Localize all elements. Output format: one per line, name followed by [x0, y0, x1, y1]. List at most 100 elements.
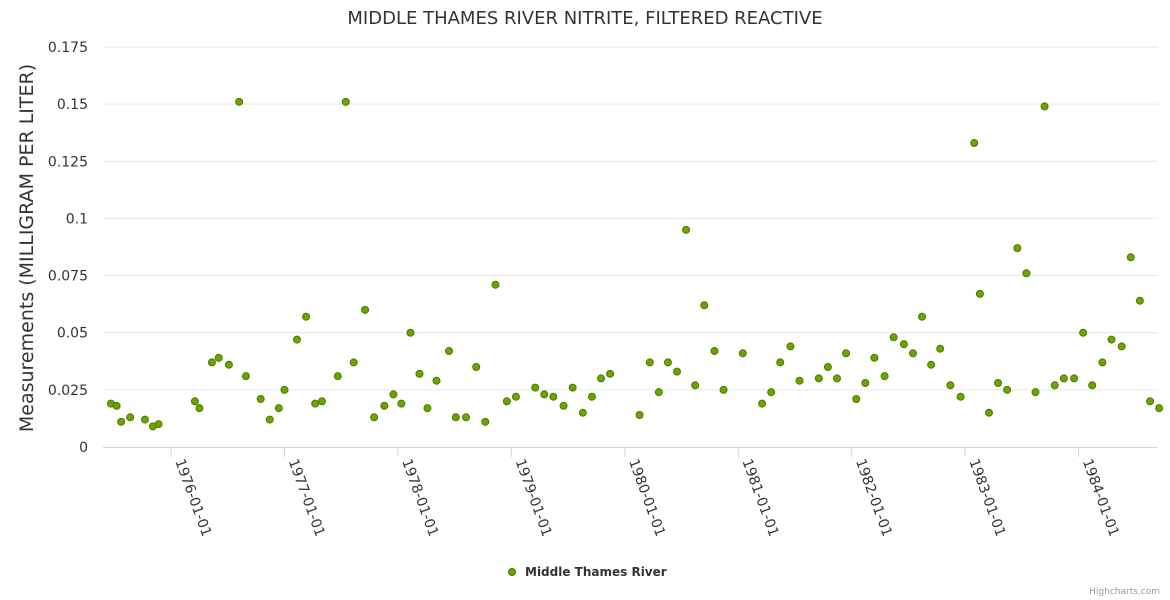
- data-point[interactable]: [814, 374, 823, 383]
- credits-link[interactable]: Highcharts.com: [1089, 587, 1160, 597]
- data-point[interactable]: [341, 97, 350, 106]
- data-point[interactable]: [214, 353, 223, 362]
- data-point[interactable]: [462, 413, 471, 422]
- data-point[interactable]: [1022, 269, 1031, 278]
- data-point[interactable]: [908, 349, 917, 358]
- data-point[interactable]: [444, 347, 453, 355]
- data-point[interactable]: [256, 395, 265, 403]
- legend[interactable]: Middle Thames River: [508, 565, 667, 579]
- data-point[interactable]: [918, 312, 927, 321]
- data-point[interactable]: [451, 413, 460, 422]
- data-point[interactable]: [861, 379, 870, 387]
- data-point[interactable]: [292, 335, 301, 344]
- data-point[interactable]: [889, 333, 898, 342]
- data-point[interactable]: [597, 374, 606, 383]
- data-point[interactable]: [274, 404, 283, 413]
- data-point[interactable]: [265, 415, 274, 424]
- data-point[interactable]: [691, 381, 700, 390]
- data-point[interactable]: [370, 413, 379, 422]
- data-point[interactable]: [241, 372, 250, 381]
- data-point[interactable]: [587, 392, 596, 401]
- data-point[interactable]: [767, 388, 776, 397]
- data-point[interactable]: [719, 385, 728, 394]
- data-point[interactable]: [832, 374, 841, 383]
- data-point[interactable]: [317, 397, 326, 406]
- data-point[interactable]: [654, 388, 663, 397]
- data-point[interactable]: [1155, 404, 1164, 413]
- data-point[interactable]: [549, 392, 558, 401]
- data-point[interactable]: [154, 420, 163, 429]
- data-point[interactable]: [1031, 388, 1040, 397]
- data-point[interactable]: [1117, 342, 1126, 351]
- data-point[interactable]: [140, 415, 149, 424]
- data-point[interactable]: [540, 390, 549, 399]
- data-point[interactable]: [559, 401, 568, 410]
- data-point[interactable]: [606, 369, 615, 378]
- data-point[interactable]: [568, 383, 577, 392]
- data-point[interactable]: [1013, 244, 1022, 253]
- data-point[interactable]: [195, 404, 204, 413]
- data-point[interactable]: [311, 399, 320, 408]
- data-point[interactable]: [1079, 328, 1088, 337]
- data-point[interactable]: [333, 372, 342, 381]
- data-point[interactable]: [415, 369, 424, 378]
- data-point[interactable]: [1070, 374, 1079, 383]
- data-point[interactable]: [406, 328, 415, 337]
- data-point[interactable]: [235, 97, 244, 106]
- data-point[interactable]: [776, 358, 785, 367]
- data-point[interactable]: [936, 344, 945, 353]
- data-point[interactable]: [1098, 358, 1107, 367]
- data-point[interactable]: [1050, 381, 1059, 390]
- data-point[interactable]: [1088, 381, 1097, 390]
- data-point[interactable]: [280, 385, 289, 394]
- data-point[interactable]: [1126, 253, 1135, 262]
- data-point[interactable]: [970, 139, 979, 147]
- data-point[interactable]: [786, 342, 795, 351]
- data-point[interactable]: [984, 408, 993, 417]
- data-point[interactable]: [423, 404, 432, 413]
- data-point[interactable]: [397, 399, 406, 408]
- legend-label[interactable]: Middle Thames River: [525, 565, 667, 579]
- data-point[interactable]: [361, 305, 370, 314]
- data-point[interactable]: [842, 349, 851, 358]
- data-point[interactable]: [956, 392, 965, 401]
- data-point[interactable]: [302, 312, 311, 321]
- data-point[interactable]: [491, 280, 500, 289]
- data-point[interactable]: [389, 390, 398, 399]
- data-point[interactable]: [117, 417, 126, 426]
- data-point[interactable]: [1003, 385, 1012, 394]
- data-point[interactable]: [432, 376, 441, 385]
- data-point[interactable]: [472, 363, 481, 371]
- data-point[interactable]: [700, 301, 709, 310]
- data-point[interactable]: [975, 289, 984, 298]
- data-point[interactable]: [994, 379, 1003, 387]
- data-point[interactable]: [663, 358, 672, 367]
- data-point[interactable]: [758, 399, 767, 408]
- data-point[interactable]: [880, 372, 889, 381]
- data-point[interactable]: [645, 358, 654, 367]
- data-point[interactable]: [870, 353, 879, 362]
- data-point[interactable]: [823, 363, 832, 371]
- data-point[interactable]: [682, 225, 691, 234]
- data-point[interactable]: [673, 367, 682, 376]
- data-point[interactable]: [531, 383, 540, 392]
- data-point[interactable]: [349, 358, 358, 367]
- data-point[interactable]: [126, 413, 135, 422]
- data-point[interactable]: [380, 401, 389, 410]
- data-point[interactable]: [927, 360, 936, 369]
- data-point[interactable]: [635, 411, 644, 419]
- data-point[interactable]: [1059, 374, 1068, 383]
- data-point[interactable]: [738, 349, 747, 358]
- data-point[interactable]: [852, 395, 861, 403]
- data-point[interactable]: [946, 381, 955, 390]
- data-point[interactable]: [190, 397, 199, 406]
- data-point[interactable]: [502, 397, 511, 406]
- data-point[interactable]: [578, 408, 587, 417]
- data-point[interactable]: [481, 417, 490, 426]
- data-point[interactable]: [112, 401, 121, 410]
- data-point[interactable]: [710, 347, 719, 355]
- data-point[interactable]: [1135, 296, 1144, 305]
- data-point[interactable]: [899, 340, 908, 349]
- data-point[interactable]: [1146, 397, 1155, 406]
- data-point[interactable]: [795, 376, 804, 385]
